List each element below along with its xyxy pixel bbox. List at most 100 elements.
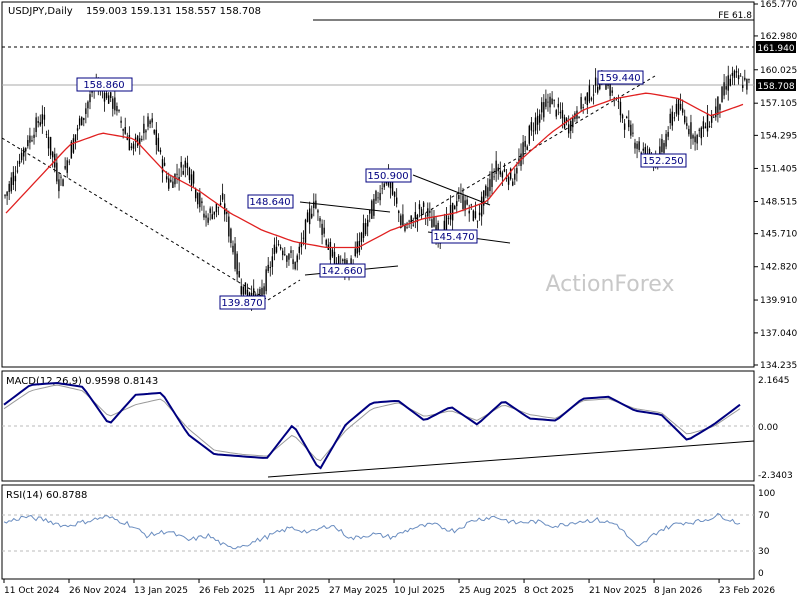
macd-panel bbox=[1, 370, 755, 482]
current-price-tag: 158.708 bbox=[756, 79, 796, 92]
candle-body bbox=[364, 222, 367, 235]
price-axis: 165.770 162.980 160.025 157.105 154.295 151.4… bbox=[754, 0, 797, 371]
candle-body bbox=[644, 147, 647, 157]
candle-body bbox=[493, 176, 495, 178]
candle-body bbox=[501, 172, 504, 178]
annotation-158-860: 158.860 bbox=[76, 77, 133, 92]
price-tick-label: 139.910 bbox=[760, 296, 797, 306]
candle-body bbox=[211, 214, 213, 219]
candle-body bbox=[472, 210, 475, 221]
candle-body bbox=[74, 134, 77, 142]
candle-body bbox=[505, 177, 508, 179]
candle-body bbox=[694, 136, 696, 143]
candle-body bbox=[72, 138, 75, 153]
candle-body bbox=[553, 99, 555, 101]
candle-body bbox=[190, 174, 193, 186]
candle-body bbox=[68, 161, 70, 163]
candle-body bbox=[308, 208, 311, 225]
candle-body bbox=[621, 114, 624, 119]
candle-body bbox=[692, 135, 694, 139]
macd-tick: -2.3403 bbox=[758, 471, 793, 481]
candle-body bbox=[561, 110, 564, 119]
candle-body bbox=[412, 224, 414, 226]
flag-upper-line bbox=[412, 174, 491, 206]
rsi-tick: 0 bbox=[758, 569, 764, 579]
candle-body bbox=[122, 128, 124, 131]
candle-body bbox=[10, 177, 12, 192]
candle-body bbox=[454, 205, 456, 210]
candle-body bbox=[342, 259, 344, 262]
candle-body bbox=[512, 181, 514, 186]
candle-body bbox=[398, 210, 400, 214]
candle-body bbox=[480, 196, 483, 217]
date-tick-label: 11 Oct 2024 bbox=[4, 586, 60, 596]
candle-body bbox=[141, 138, 143, 141]
annotation-text: 142.660 bbox=[321, 266, 362, 277]
candle-body bbox=[648, 149, 651, 156]
candle-body bbox=[549, 96, 551, 108]
candle-body bbox=[719, 104, 721, 110]
candle-body bbox=[41, 114, 44, 124]
candle-body bbox=[638, 141, 640, 150]
candle-body bbox=[466, 199, 468, 205]
candle-body bbox=[132, 143, 135, 149]
candle-body bbox=[557, 103, 560, 108]
candle-body bbox=[168, 178, 170, 189]
candle-body bbox=[375, 190, 377, 201]
candle-body bbox=[609, 79, 611, 96]
candle-body bbox=[476, 220, 479, 222]
annotation-139-870: 139.870 bbox=[219, 295, 266, 310]
candle-body bbox=[337, 255, 340, 264]
candle-body bbox=[659, 146, 661, 156]
candle-body bbox=[350, 258, 352, 268]
candle-body bbox=[383, 183, 385, 188]
candle-body bbox=[180, 161, 182, 168]
candle-body bbox=[669, 113, 671, 124]
candle-body bbox=[661, 138, 663, 152]
candle-body bbox=[83, 118, 85, 121]
candle-body bbox=[298, 246, 300, 253]
candle-body bbox=[717, 96, 719, 115]
rsi-tick: 30 bbox=[758, 547, 770, 557]
annotation-text: 152.250 bbox=[642, 156, 683, 167]
candle-body bbox=[64, 165, 66, 169]
candle-body bbox=[373, 198, 375, 216]
price-tick-label: 148.515 bbox=[760, 198, 797, 208]
candle-body bbox=[236, 253, 238, 275]
candle-body bbox=[186, 162, 189, 168]
candle-body bbox=[136, 135, 139, 146]
candle-body bbox=[259, 289, 261, 295]
candle-body bbox=[478, 212, 481, 216]
candle-body bbox=[209, 208, 211, 213]
candle-body bbox=[530, 122, 533, 131]
candle-body bbox=[8, 183, 10, 192]
candle-body bbox=[6, 191, 8, 196]
candle-body bbox=[27, 140, 29, 147]
candle-body bbox=[721, 86, 723, 103]
candle-body bbox=[230, 228, 232, 244]
rsi-tick: 70 bbox=[758, 511, 770, 521]
candle-body bbox=[404, 225, 406, 231]
price-tick-label: 154.295 bbox=[760, 131, 797, 141]
candle-body bbox=[62, 179, 64, 187]
candle-body bbox=[20, 152, 23, 161]
candle-body bbox=[360, 232, 363, 242]
candle-body bbox=[35, 117, 37, 133]
price-tick-label: 137.040 bbox=[760, 329, 797, 339]
candle-body bbox=[118, 110, 120, 112]
candle-body bbox=[346, 260, 348, 264]
candle-body bbox=[427, 208, 429, 217]
candle-body bbox=[611, 90, 613, 93]
candle-body bbox=[325, 239, 327, 246]
date-tick-label: 23 Feb 2026 bbox=[719, 586, 775, 596]
candle-body bbox=[194, 189, 197, 199]
candle-body bbox=[215, 203, 218, 213]
candle-body bbox=[710, 114, 713, 123]
candle-body bbox=[265, 269, 267, 292]
date-tick-label: 13 Jan 2025 bbox=[134, 586, 188, 596]
candle-body bbox=[290, 250, 292, 253]
candle-body bbox=[495, 160, 497, 174]
candle-body bbox=[632, 132, 634, 134]
annotation-text: 159.440 bbox=[599, 73, 640, 84]
resistance-price-tag-text: 161.940 bbox=[757, 44, 794, 54]
